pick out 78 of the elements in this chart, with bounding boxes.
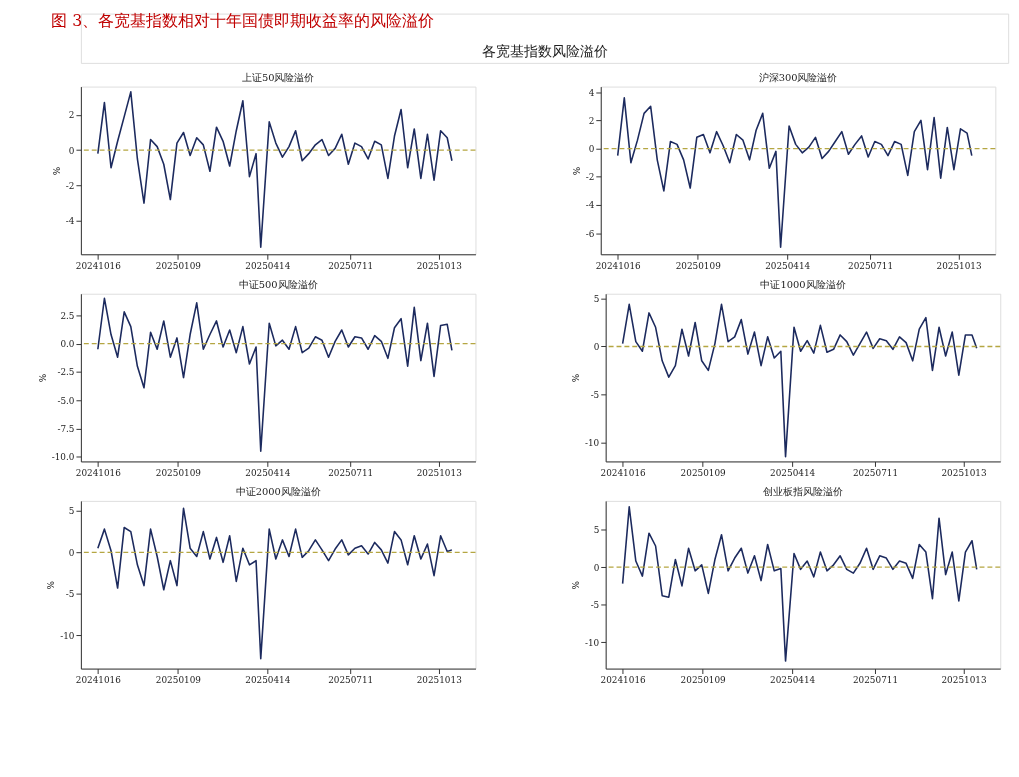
x-tick-label: 20250414 [245, 467, 291, 478]
y-tick-label: 2.5 [60, 310, 75, 321]
caption: 图 3、各宽基指数相对十年国债即期收益率的风险溢价 [51, 11, 435, 31]
y-tick-label: 5 [593, 293, 600, 304]
y-tick-label: -7.5 [57, 424, 75, 435]
x-tick-label: 20250711 [328, 674, 374, 685]
x-tick-label: 20250414 [245, 260, 291, 271]
x-tick-label: 20251013 [936, 260, 982, 271]
y-axis-title: % [571, 581, 582, 590]
x-tick-label: 20250711 [328, 467, 374, 478]
chart-title: 创业板指风险溢价 [762, 485, 843, 497]
x-tick-label: 20251013 [416, 674, 462, 685]
y-tick-label: 0 [593, 341, 600, 352]
chart-title: 中证500风险溢价 [238, 278, 318, 290]
y-tick-label: 0.0 [60, 339, 75, 350]
line-series [616, 97, 973, 249]
y-axis-title: % [571, 373, 582, 383]
x-tick-label: 20250109 [675, 260, 722, 271]
y-axis-title: % [571, 166, 582, 176]
y-tick-label: 5 [593, 524, 600, 535]
y-tick-label: 2 [68, 110, 75, 121]
line-series [621, 506, 978, 662]
line-series [97, 91, 453, 249]
text: 各宽基指数风险溢价 [481, 43, 608, 59]
x-tick-label: 20250711 [328, 260, 374, 271]
x-tick-label: 20241016 [75, 467, 122, 478]
y-tick-label: -2.5 [57, 367, 75, 378]
y-tick-label: -4 [585, 200, 595, 211]
x-tick-label: 20250109 [155, 260, 202, 271]
x-tick-label: 20241016 [595, 260, 642, 271]
y-tick-label: -10.0 [51, 452, 75, 463]
x-tick-label: 20251013 [416, 467, 462, 478]
y-tick-label: 0 [593, 562, 600, 573]
y-tick-label: -10 [60, 630, 75, 641]
x-tick-label: 20250711 [848, 260, 894, 271]
y-tick-label: -10 [584, 437, 600, 448]
x-tick-label: 20250711 [852, 674, 899, 685]
x-tick-label: 20251013 [416, 260, 462, 271]
y-tick-label: -10 [584, 637, 600, 648]
x-tick-label: 20250414 [770, 467, 816, 478]
x-tick-label: 20241016 [75, 674, 122, 685]
chart-title: 中证2000风险溢价 [235, 485, 321, 497]
y-tick-label: -6 [585, 228, 595, 239]
y-tick-label: -5 [590, 389, 600, 400]
x-tick-label: 20241016 [600, 674, 647, 685]
y-axis-title: % [37, 373, 48, 383]
y-tick-label: -2 [65, 180, 75, 191]
x-tick-label: 20251013 [941, 467, 987, 478]
y-tick-label: -2 [585, 172, 595, 183]
x-tick-label: 20241016 [600, 467, 647, 478]
x-tick-label: 20250109 [680, 674, 727, 685]
y-tick-label: 0 [68, 145, 75, 156]
y-tick-label: 2 [588, 115, 595, 126]
line-series [97, 297, 453, 453]
chart-title: 中证1000风险溢价 [760, 278, 846, 290]
y-tick-label: -5.0 [57, 395, 75, 406]
x-tick-label: 20250414 [245, 674, 291, 685]
y-tick-label: 0 [68, 547, 75, 558]
chart-title: 上证50风险溢价 [241, 71, 315, 83]
y-tick-label: -5 [65, 589, 75, 600]
x-tick-label: 20251013 [941, 674, 987, 685]
x-tick-label: 20241016 [75, 260, 122, 271]
x-tick-label: 20250109 [680, 467, 727, 478]
y-axis-title: % [46, 581, 57, 590]
x-tick-label: 20250414 [770, 674, 816, 685]
x-tick-label: 20250109 [155, 674, 202, 685]
y-tick-label: 5 [68, 506, 75, 517]
y-axis-title: % [51, 166, 62, 176]
y-tick-label: 0 [588, 144, 595, 155]
x-tick-label: 20250109 [155, 467, 202, 478]
x-tick-label: 20250414 [765, 260, 811, 271]
x-tick-label: 20250711 [852, 467, 899, 478]
y-tick-label: 4 [588, 87, 595, 98]
y-tick-label: -4 [65, 216, 75, 227]
y-tick-label: -5 [590, 600, 600, 611]
line-series [621, 303, 978, 458]
line-series [97, 507, 453, 660]
chart-title: 沪深300风险溢价 [758, 71, 838, 83]
